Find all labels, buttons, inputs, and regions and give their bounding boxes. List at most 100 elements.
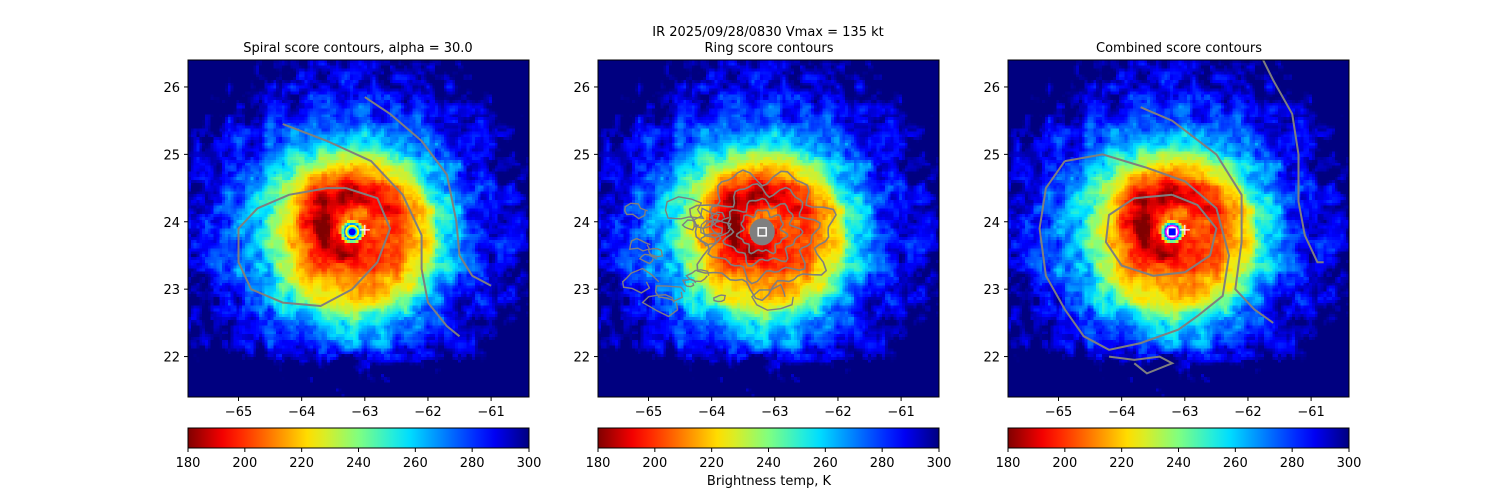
axes-frame (187, 59, 530, 398)
x-tick-label: −62 (414, 405, 441, 420)
score-contour (1262, 60, 1324, 264)
panel-1-plot: −65 −64 −63 −62 −61 22 23 24 25 26 180 200 220 240 260… (573, 59, 952, 471)
panel-title: Ring score contours (704, 41, 833, 56)
y-tick-label: 23 (983, 283, 1000, 298)
colorbar-tick-label: 300 (517, 456, 542, 471)
colorbar-tick-label: 180 (586, 456, 611, 471)
brightness-temp-heatmap (188, 60, 529, 397)
y-tick-label: 24 (163, 216, 180, 231)
colorbar (187, 427, 530, 449)
y-tick-label: 22 (573, 351, 590, 366)
x-tick-label: −63 (351, 405, 378, 420)
x-tick-label: −62 (824, 405, 851, 420)
ring-contour (693, 207, 720, 230)
panel-combined: Combined score contours (1096, 41, 1262, 56)
contour-group (621, 169, 837, 318)
y-tick-label: 23 (163, 283, 180, 298)
x-tick-label: −64 (1108, 405, 1135, 420)
panel-2-plot: −65 −64 −63 −62 −61 22 23 24 25 26 180 200 220 240 260… (983, 59, 1362, 471)
x-tick-label: −65 (1045, 405, 1072, 420)
colorbar-tick-label: 220 (1109, 456, 1134, 471)
x-tick-label: −63 (761, 405, 788, 420)
axes-frame (597, 59, 940, 398)
y-tick-label: 26 (983, 81, 1000, 96)
colorbar-tick-label: 200 (642, 456, 667, 471)
y-tick-label: 23 (573, 283, 590, 298)
y-tick-label: 25 (983, 148, 1000, 163)
score-contour (237, 187, 392, 308)
colorbar-tick-label: 200 (232, 456, 257, 471)
colorbar-tick-label: 280 (460, 456, 485, 471)
x-tick-label: −63 (1171, 405, 1198, 420)
score-contour (282, 123, 461, 338)
colorbar-tick-label: 300 (1337, 456, 1362, 471)
ring-contour (750, 283, 794, 311)
cross-marker (1179, 224, 1190, 235)
colorbar-tick-label: 280 (870, 456, 895, 471)
ring-contour (638, 253, 658, 265)
contour-group (237, 96, 492, 338)
panel-0-plot: −65 −64 −63 −62 −61 22 23 24 25 26 180 200 220 240 260… (163, 59, 542, 471)
brightness-temp-heatmap (1008, 60, 1349, 397)
score-contour (1108, 355, 1175, 375)
score-contour (364, 96, 492, 287)
y-tick-label: 26 (573, 81, 590, 96)
colorbar-tick-label: 180 (996, 456, 1021, 471)
y-tick-label: 26 (163, 81, 180, 96)
ring-contour (681, 219, 700, 231)
colorbar-tick-label: 240 (346, 456, 371, 471)
ring-contour (688, 169, 837, 302)
x-tick-label: −64 (698, 405, 725, 420)
colorbar-tick-label: 260 (403, 456, 428, 471)
score-contour (1140, 106, 1274, 324)
colorbar (597, 427, 940, 449)
y-tick-label: 24 (573, 216, 590, 231)
ring-contour (722, 197, 804, 267)
ring-contour (702, 218, 732, 239)
ring-contour (685, 269, 710, 283)
ring-contour (713, 294, 727, 303)
ring-contour (681, 278, 697, 288)
y-tick-label: 25 (573, 148, 590, 163)
ring-contour (735, 209, 789, 255)
y-tick-label: 22 (983, 351, 1000, 366)
panel-spiral: Spiral score contours, alpha = 30.0 (243, 41, 472, 56)
x-tick-label: −65 (635, 405, 662, 420)
ring-contour (628, 237, 651, 252)
score-contour (1038, 153, 1231, 351)
colorbar-tick-label: 300 (927, 456, 952, 471)
colorbar-tick-label: 180 (176, 456, 201, 471)
panel-ring: Ring score contours (704, 41, 833, 56)
ring-contour (707, 183, 821, 285)
center-marker (348, 228, 356, 236)
y-tick-label: 24 (983, 216, 1000, 231)
x-tick-label: −61 (477, 405, 504, 420)
colorbar-tick-label: 220 (289, 456, 314, 471)
ring-contour (699, 235, 717, 247)
ring-contour (641, 293, 679, 318)
x-tick-label: −62 (1234, 405, 1261, 420)
ring-contour (647, 247, 664, 258)
x-tick-label: −61 (887, 405, 914, 420)
x-tick-label: −65 (225, 405, 252, 420)
panel-title: Spiral score contours, alpha = 30.0 (243, 41, 472, 56)
colorbar-tick-label: 240 (756, 456, 781, 471)
figure-suptitle: IR 2025/09/28/0830 Vmax = 135 kt (652, 25, 883, 40)
y-tick-label: 25 (163, 148, 180, 163)
cross-marker (359, 224, 370, 235)
ring-contour (654, 285, 686, 302)
colorbar-tick-label: 280 (1280, 456, 1305, 471)
x-tick-label: −61 (1297, 405, 1324, 420)
panel-title: Combined score contours (1096, 41, 1262, 56)
axes-frame (1007, 59, 1350, 398)
ring-contour (621, 267, 660, 294)
x-tick-label: −64 (288, 405, 315, 420)
contour-group (1038, 60, 1324, 375)
colorbar-tick-label: 200 (1052, 456, 1077, 471)
ring-contour (624, 202, 648, 220)
colorbar-tick-label: 260 (813, 456, 838, 471)
ring-contour (709, 211, 730, 223)
colorbar-tick-label: 240 (1166, 456, 1191, 471)
score-contour (1104, 193, 1218, 277)
